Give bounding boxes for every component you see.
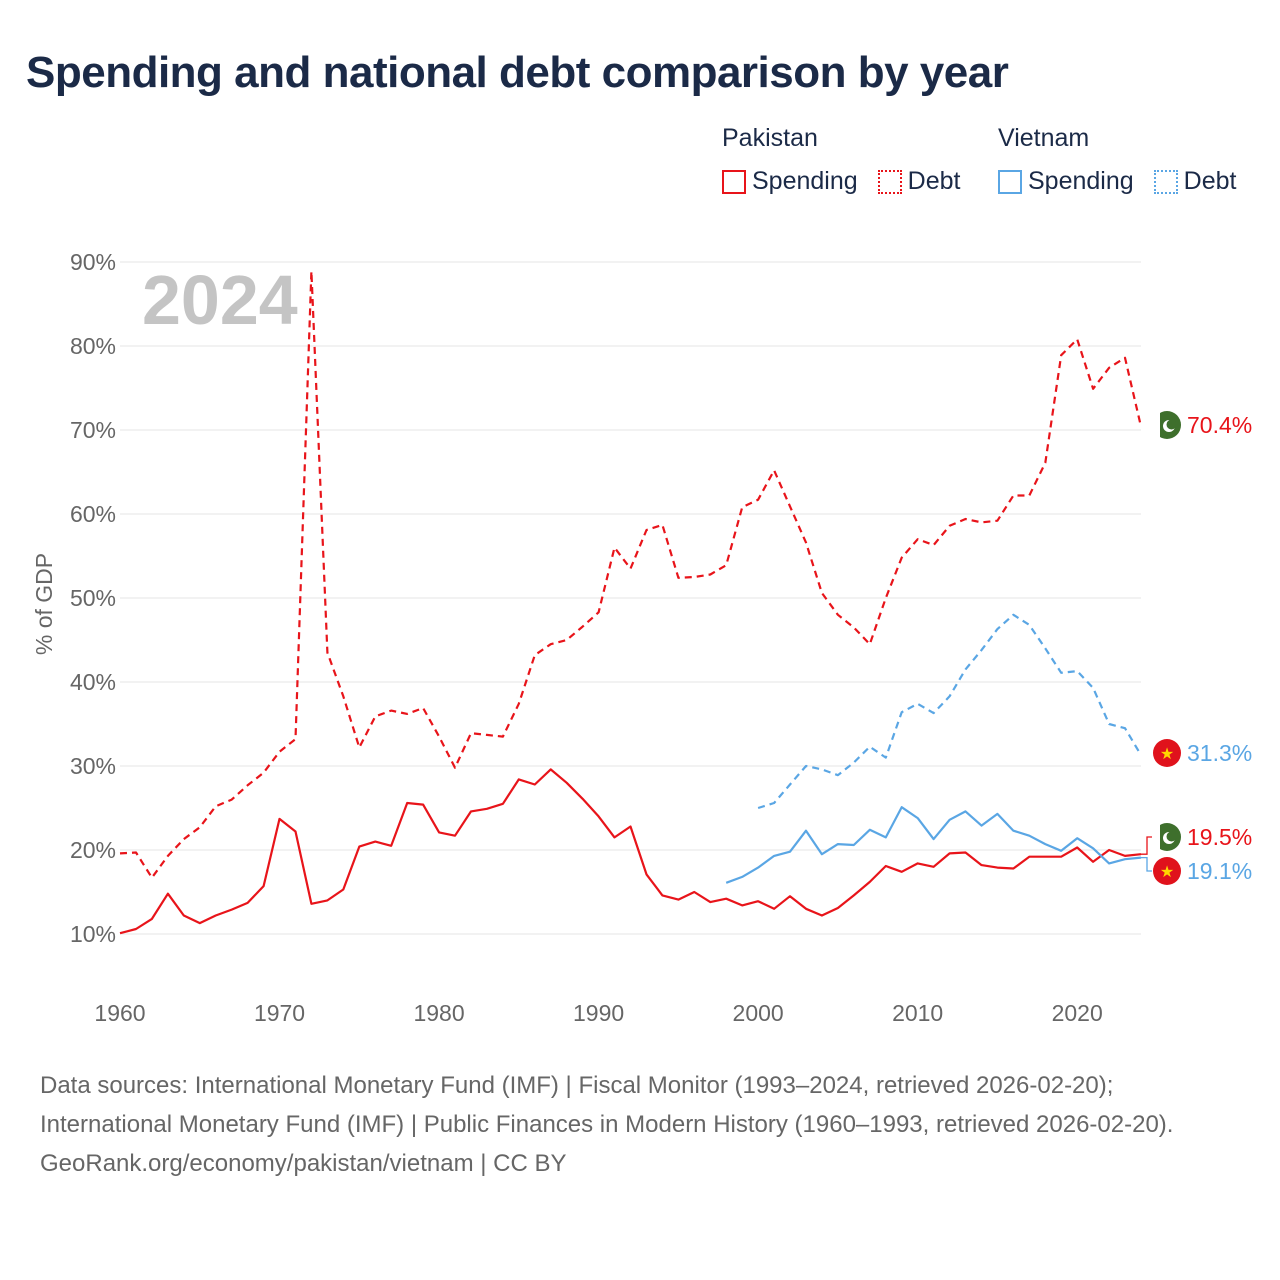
legend-label: Debt [1183, 167, 1237, 195]
y-tick-label: 30% [70, 753, 116, 779]
y-tick-label: 20% [70, 837, 116, 863]
end-label-connector [1141, 836, 1152, 855]
chart-title: Spending and national debt comparison by… [26, 48, 1009, 97]
legend-group-pakistan: Pakistan Spending Debt [722, 124, 960, 196]
legend-swatch-dotted [877, 169, 902, 194]
year-watermark: 2024 [142, 261, 298, 339]
credit-link[interactable]: GeoRank.org/economy/pakistan/vietnam | C… [40, 1150, 567, 1177]
y-axis-label: % of GDP [31, 553, 57, 655]
end-value-label: 19.1% [1187, 858, 1252, 884]
vietnam-flag-icon [1153, 739, 1181, 767]
star-icon: ★ [1160, 744, 1174, 763]
legend-swatch-solid [722, 169, 746, 194]
legend-group-name: Vietnam [998, 124, 1090, 152]
y-tick-label: 10% [70, 921, 116, 947]
legend-item-pakistan-spending[interactable]: Spending [722, 167, 858, 196]
legend-item-vietnam-debt[interactable]: Debt [1153, 167, 1237, 196]
line-chart: 10% 20% 30% 40% 50% 60% 70% 80% 90% 1960 1970 1980 1… [31, 249, 1252, 1026]
y-tick-label: 60% [70, 501, 116, 527]
legend-label: Spending [1028, 167, 1134, 195]
series-line-vietnam-spending[interactable] [725, 806, 1142, 884]
end-value-label: 70.4% [1187, 412, 1252, 438]
x-tick-label: 1970 [254, 1000, 305, 1026]
legend-group-name: Pakistan [722, 124, 818, 152]
series-line-vietnam-debt[interactable] [757, 613, 1142, 810]
x-tick-label: 1980 [413, 1000, 464, 1026]
footer: Data sources: International Monetary Fun… [40, 1066, 1240, 1183]
crescent-inner [1166, 831, 1177, 842]
crescent-inner [1166, 419, 1177, 430]
y-tick-label: 50% [70, 585, 116, 611]
x-tick-label: 2000 [733, 1000, 784, 1026]
vietnam-flag-icon [1153, 857, 1181, 885]
legend-item-pakistan-debt[interactable]: Debt [877, 167, 961, 196]
y-tick-label: 80% [70, 333, 116, 359]
end-value-label: 19.5% [1187, 824, 1252, 850]
series-line-pakistan-debt[interactable] [119, 270, 1143, 879]
legend-label: Spending [752, 167, 858, 195]
series-line-pakistan-spending[interactable] [119, 768, 1142, 935]
end-label-connector [1141, 856, 1152, 872]
x-tick-label: 2010 [892, 1000, 943, 1026]
flag-stripe [1153, 823, 1160, 851]
y-tick-label: 40% [70, 669, 116, 695]
x-tick-label: 1960 [94, 1000, 145, 1026]
y-tick-label: 90% [70, 249, 116, 275]
star-icon: ★ [1160, 862, 1174, 881]
legend-label: Debt [907, 167, 961, 195]
data-sources: Data sources: International Monetary Fun… [40, 1072, 1174, 1138]
legend-swatch-dotted [1153, 169, 1178, 194]
series-layer [119, 270, 1143, 935]
end-label-layer: 70.4% 19.5% ★ 31.3% ★ 19.1% [1141, 411, 1252, 885]
x-tick-label: 2020 [1052, 1000, 1103, 1026]
grid-layer: 10% 20% 30% 40% 50% 60% 70% 80% 90% 1960 1970 1980 1… [70, 249, 1141, 1026]
end-value-label: 31.3% [1187, 740, 1252, 766]
legend-swatch-solid [998, 169, 1022, 194]
flag-stripe [1153, 411, 1160, 439]
legend-item-vietnam-spending[interactable]: Spending [998, 167, 1134, 196]
y-tick-label: 70% [70, 417, 116, 443]
x-tick-label: 1990 [573, 1000, 624, 1026]
legend-group-vietnam: Vietnam Spending Debt [998, 124, 1236, 196]
